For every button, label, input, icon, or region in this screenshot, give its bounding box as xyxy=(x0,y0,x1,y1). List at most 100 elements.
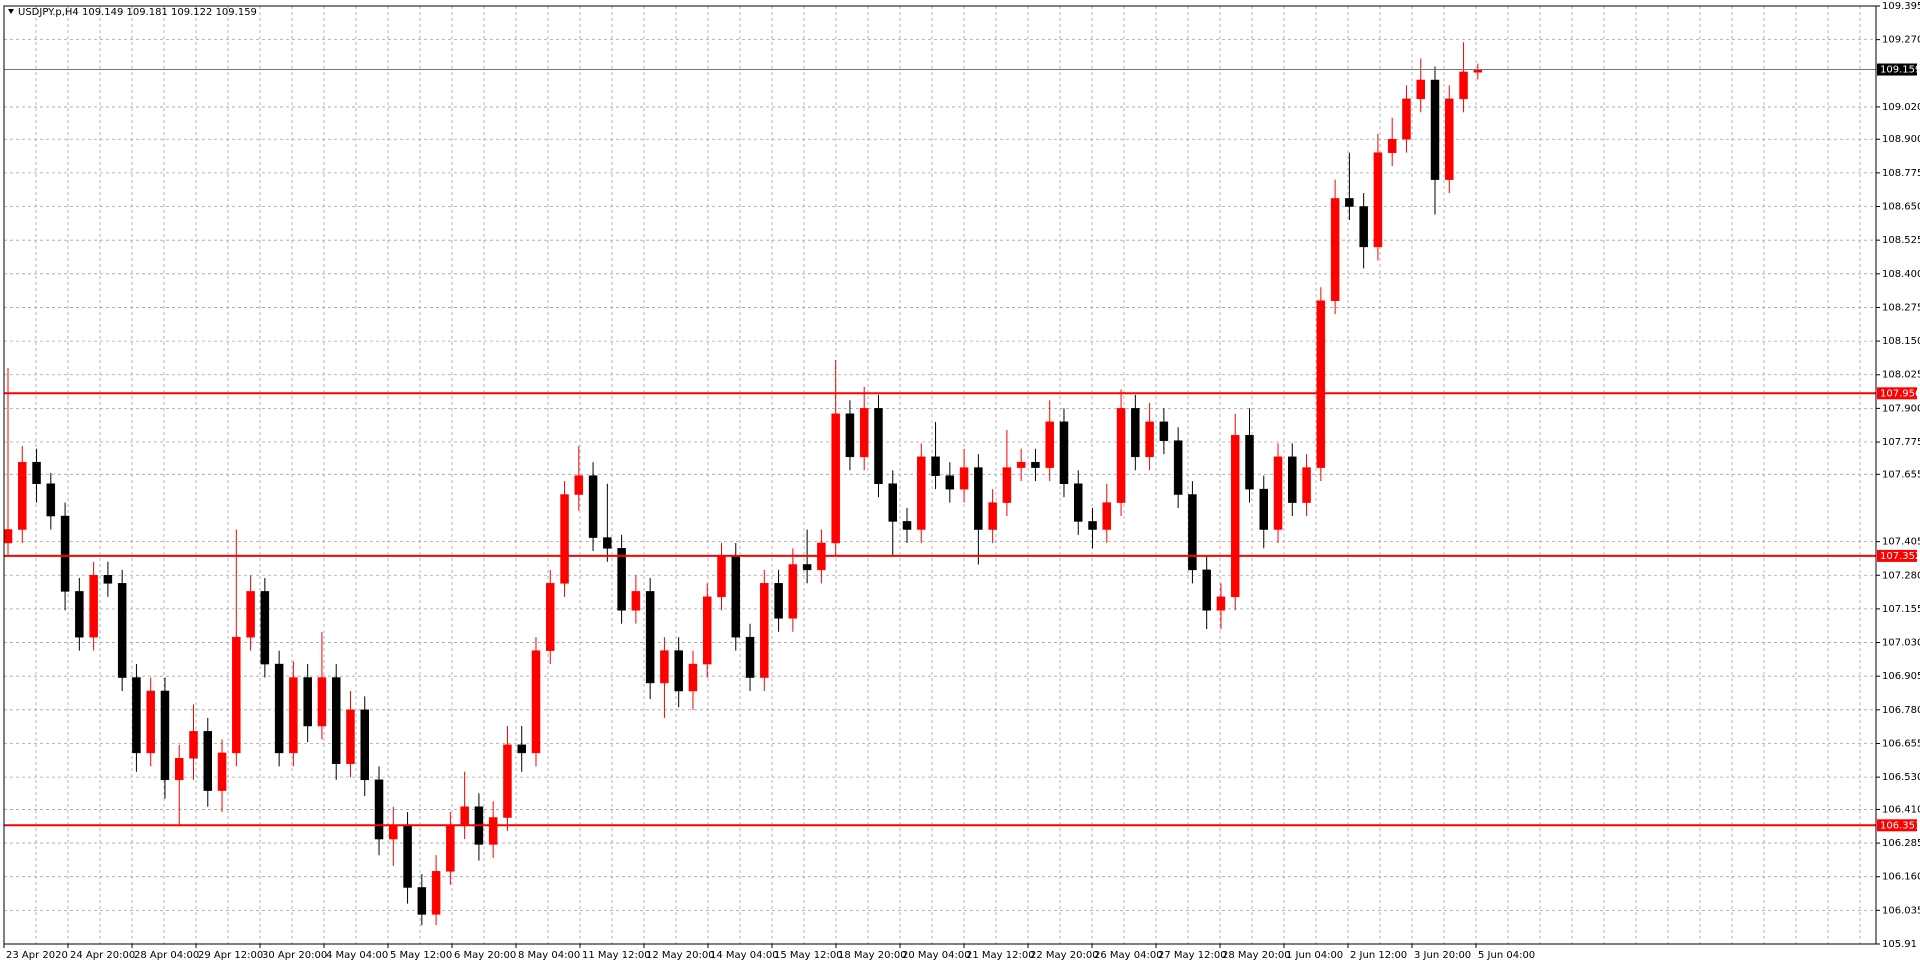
candle-body xyxy=(274,663,284,754)
candle-body xyxy=(1173,440,1183,495)
candle-body xyxy=(517,744,526,754)
candle-body xyxy=(631,591,641,611)
y-tick-label: 106.410 xyxy=(1882,804,1920,815)
x-tick-label: 12 May 20:00 xyxy=(646,950,715,961)
candle-body xyxy=(717,556,726,598)
y-tick-label: 107.900 xyxy=(1882,403,1920,414)
y-tick-label: 107.775 xyxy=(1882,437,1920,448)
x-tick-label: 5 May 12:00 xyxy=(390,950,452,961)
candle-body xyxy=(788,564,798,619)
candle-body xyxy=(674,650,683,692)
x-tick-label: 5 Jun 04:00 xyxy=(1478,950,1535,961)
level-label: 106.351 xyxy=(1880,820,1920,831)
candle-body xyxy=(89,575,98,638)
candle-body xyxy=(1159,421,1169,441)
candle-body xyxy=(845,413,855,458)
x-tick-label: 4 May 04:00 xyxy=(326,950,388,961)
y-tick-label: 109.270 xyxy=(1882,35,1920,46)
y-tick-label: 109.395 xyxy=(1882,1,1920,12)
candle-body xyxy=(902,521,912,530)
candle-body xyxy=(688,663,698,692)
candle-body xyxy=(702,596,712,665)
candle-body xyxy=(1416,79,1425,100)
candle-body xyxy=(460,806,469,826)
x-tick-label: 1 Jun 04:00 xyxy=(1286,950,1343,961)
candle-body xyxy=(888,483,897,522)
candle-body xyxy=(32,461,41,484)
candle-body xyxy=(645,591,655,684)
candle-body xyxy=(60,515,70,592)
x-tick-label: 8 May 04:00 xyxy=(518,950,580,961)
y-tick-label: 105.91 xyxy=(1882,939,1917,950)
y-tick-label: 107.655 xyxy=(1882,469,1920,480)
candle-body xyxy=(488,817,498,845)
x-tick-label: 23 Apr 2020 xyxy=(6,950,68,961)
candle-body xyxy=(1102,502,1112,530)
candle-body xyxy=(1259,488,1269,530)
y-tick-label: 106.160 xyxy=(1882,872,1920,883)
candle-body xyxy=(1402,98,1411,140)
level-label: 107.352 xyxy=(1880,551,1920,562)
level-label: 107.956 xyxy=(1880,388,1920,399)
y-tick-label: 107.030 xyxy=(1882,638,1920,649)
candle-body xyxy=(289,677,298,754)
candle-body xyxy=(917,456,926,530)
candle-body xyxy=(959,467,969,490)
candle-body xyxy=(617,548,626,611)
x-tick-label: 21 May 12:00 xyxy=(966,950,1035,961)
candle-body xyxy=(117,583,127,678)
y-tick-label: 108.900 xyxy=(1882,134,1920,145)
x-tick-label: 14 May 04:00 xyxy=(710,950,779,961)
candle-body xyxy=(1145,421,1154,458)
candle-body xyxy=(317,677,327,727)
candle-body xyxy=(1273,456,1283,530)
level-label-bg xyxy=(1877,387,1917,400)
chart-header: USDJPY.p,H4 109.149 109.181 109.122 109.… xyxy=(18,7,257,18)
candle-body xyxy=(874,408,883,484)
y-tick-label: 106.285 xyxy=(1882,838,1920,849)
candle-body xyxy=(1016,461,1026,468)
x-tick-label: 18 May 20:00 xyxy=(838,950,907,961)
candle-body xyxy=(831,413,840,544)
candle-body xyxy=(132,677,141,754)
candle-body xyxy=(431,871,441,915)
current-price-label: 109.159 xyxy=(1880,65,1920,76)
current-price-bg xyxy=(1877,63,1917,76)
candle-body xyxy=(446,825,455,872)
candle-body xyxy=(1031,461,1040,468)
candle-body xyxy=(374,779,384,840)
candle-body xyxy=(1202,569,1211,611)
y-tick-label: 107.155 xyxy=(1882,604,1920,615)
candle-body xyxy=(160,690,170,781)
y-tick-label: 106.035 xyxy=(1882,905,1920,916)
candle-body xyxy=(531,650,541,754)
y-tick-label: 107.405 xyxy=(1882,537,1920,548)
candle-body xyxy=(46,483,56,517)
candle-body xyxy=(1316,300,1326,468)
y-tick-label: 108.650 xyxy=(1882,202,1920,213)
candle-body xyxy=(931,456,940,476)
y-tick-label: 108.275 xyxy=(1882,302,1920,313)
y-tick-label: 106.905 xyxy=(1882,671,1920,682)
y-tick-label: 108.400 xyxy=(1882,269,1920,280)
candle-body xyxy=(417,887,427,915)
menu-arrow[interactable] xyxy=(8,9,14,14)
level-label-bg xyxy=(1877,819,1917,832)
y-tick-label: 108.525 xyxy=(1882,235,1920,246)
candle-body xyxy=(1074,483,1083,522)
candle-body xyxy=(859,408,869,458)
candle-body xyxy=(217,752,227,791)
x-tick-label: 15 May 12:00 xyxy=(774,950,843,961)
candle-body xyxy=(760,583,769,678)
candle-body xyxy=(1373,152,1383,248)
y-tick-label: 108.150 xyxy=(1882,336,1920,347)
candle-body xyxy=(1059,421,1069,484)
candle-body xyxy=(103,575,113,584)
candle-body xyxy=(546,583,555,651)
y-tick-label: 106.780 xyxy=(1882,705,1920,716)
candle-body xyxy=(1359,206,1368,248)
y-tick-label: 106.655 xyxy=(1882,738,1920,749)
candle-body xyxy=(1387,138,1397,153)
